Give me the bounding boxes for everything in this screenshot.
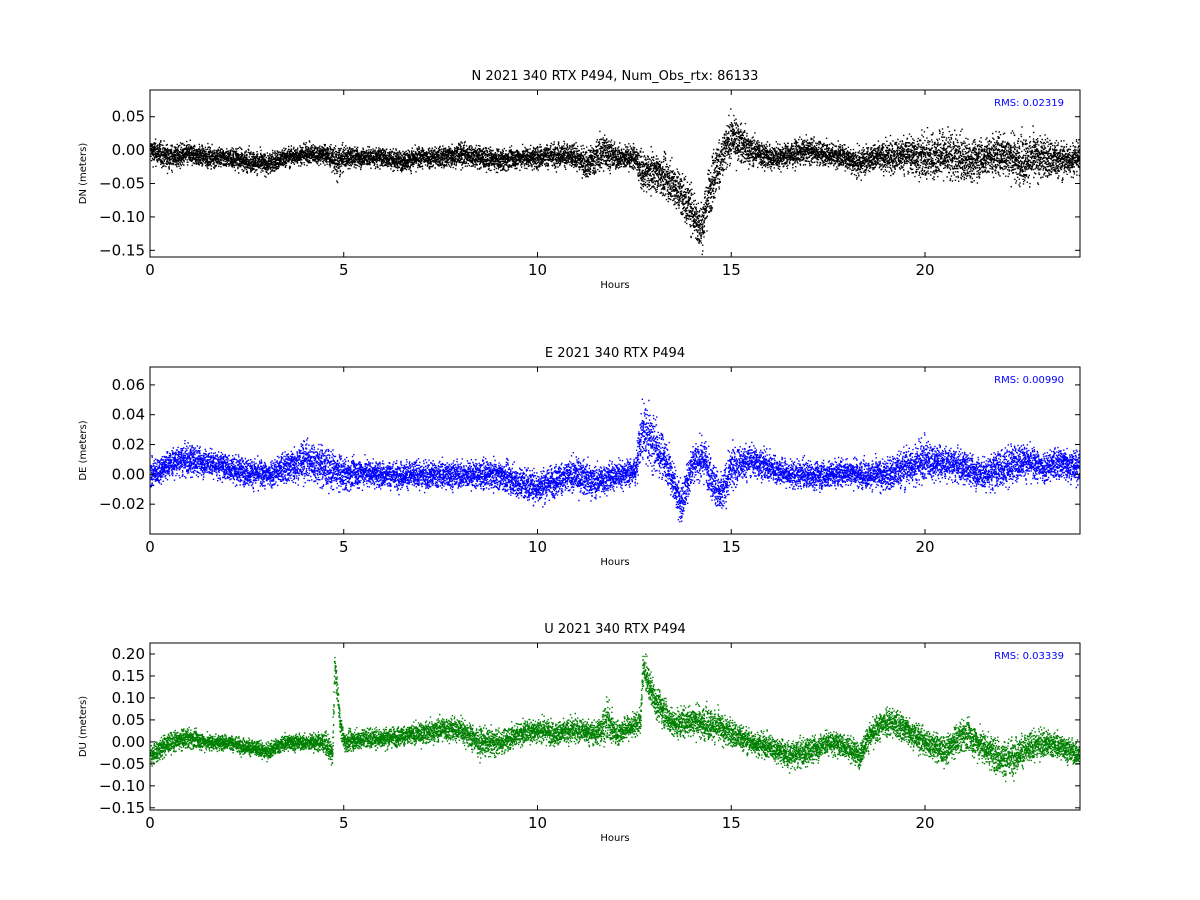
x-axis-label: Hours <box>600 557 629 568</box>
y-tick-label: 0.04 <box>112 406 145 424</box>
y-tick-label: −0.02 <box>99 495 145 513</box>
x-axis-label: Hours <box>600 833 629 844</box>
axes-frame <box>149 366 1081 535</box>
x-tick-label: 15 <box>722 261 741 279</box>
y-tick-label: 0.00 <box>112 465 145 483</box>
x-tick-label: 10 <box>528 538 547 556</box>
subplot-title: U 2021 340 RTX P494 <box>544 622 686 637</box>
x-tick-label: 5 <box>339 538 349 556</box>
y-tick-label: 0.02 <box>112 436 145 454</box>
subplot-title: E 2021 340 RTX P494 <box>545 346 685 361</box>
rms-annotation: RMS: 0.02319 <box>994 98 1064 109</box>
x-tick-label: 15 <box>722 538 741 556</box>
y-tick-label: 0.20 <box>112 645 145 663</box>
subplot-1: E 2021 340 RTX P494 0 5 10 15 20 0.06 0.04 0.02 0… <box>78 346 1081 568</box>
data-points <box>150 653 1080 783</box>
scatter-marks <box>150 653 1080 783</box>
y-tick-label: −0.15 <box>99 241 145 259</box>
y-tick-label: 0.05 <box>112 108 145 126</box>
x-tick-label: 20 <box>915 261 934 279</box>
y-tick-label: −0.05 <box>99 755 145 773</box>
y-tick-label: 0.15 <box>112 667 145 685</box>
subplot-2: U 2021 340 RTX P494 0 5 10 15 20 0.20 0.15 0.10 0… <box>78 622 1081 844</box>
x-tick-label: 5 <box>339 814 349 832</box>
x-tick-label: 0 <box>145 538 155 556</box>
y-tick-label: 0.00 <box>112 141 145 159</box>
subplot-0: N 2021 340 RTX P494, Num_Obs_rtx: 86133 0… <box>78 69 1081 291</box>
x-tick-label: 0 <box>145 261 155 279</box>
axes-frame <box>149 642 1081 811</box>
rms-annotation: RMS: 0.03339 <box>994 651 1064 662</box>
subplot-title: N 2021 340 RTX P494, Num_Obs_rtx: 86133 <box>472 69 759 84</box>
rms-annotation: RMS: 0.00990 <box>994 375 1064 386</box>
y-axis-label: DE (meters) <box>78 420 89 480</box>
y-axis-label: DN (meters) <box>78 143 89 205</box>
y-tick-label: −0.10 <box>99 777 145 795</box>
y-tick-label: −0.05 <box>99 175 145 193</box>
y-tick-label: −0.15 <box>99 799 145 817</box>
x-tick-label: 15 <box>722 814 741 832</box>
x-tick-label: 10 <box>528 814 547 832</box>
axes-frame <box>149 89 1081 258</box>
y-tick-label: 0.00 <box>112 733 145 751</box>
x-tick-label: 20 <box>915 538 934 556</box>
x-tick-label: 0 <box>145 814 155 832</box>
y-tick-label: 0.06 <box>112 376 145 394</box>
x-tick-label: 20 <box>915 814 934 832</box>
x-tick-label: 10 <box>528 261 547 279</box>
y-tick-label: 0.10 <box>112 689 145 707</box>
x-tick-label: 5 <box>339 261 349 279</box>
x-axis-label: Hours <box>600 280 629 291</box>
y-tick-label: 0.05 <box>112 711 145 729</box>
y-tick-label: −0.10 <box>99 208 145 226</box>
y-axis-label: DU (meters) <box>78 696 89 757</box>
